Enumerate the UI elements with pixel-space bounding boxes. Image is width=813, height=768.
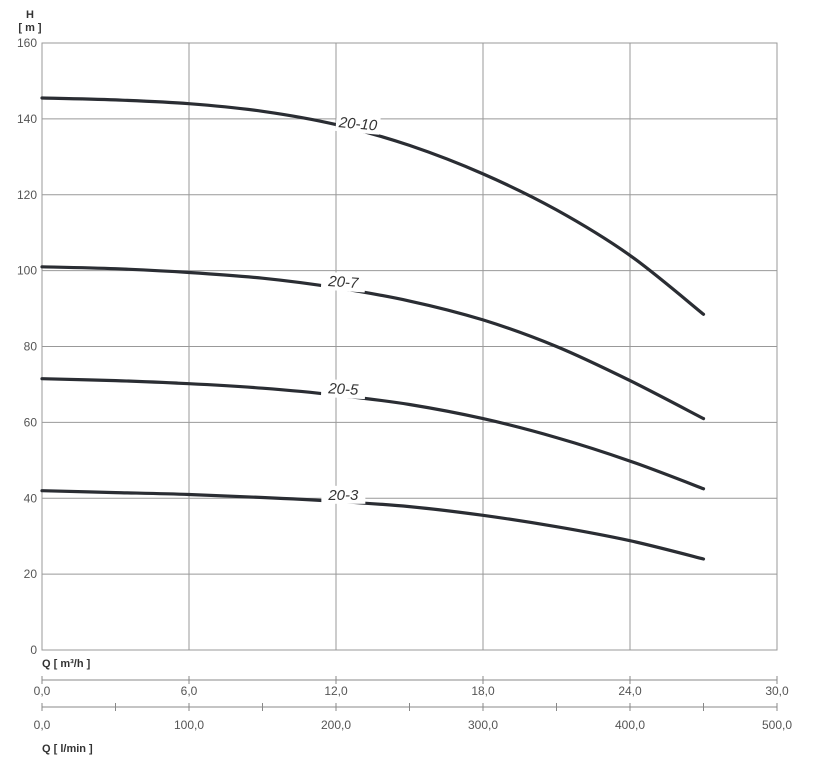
curve-20-5	[40, 377, 706, 491]
y-tick-label: 0	[30, 643, 37, 657]
x-tick-label-m3h: 12,0	[324, 684, 348, 698]
curve-label-bg	[320, 271, 366, 293]
curve-label-bg	[321, 485, 366, 504]
curve-label-20-5: 20-5	[327, 380, 360, 399]
x-axis-title-m3h: Q [ m³/h ]	[42, 658, 91, 670]
x-tick-label-lmin: 100,0	[174, 718, 204, 732]
curve-20-3	[40, 489, 706, 561]
y-tick-label: 160	[17, 36, 37, 50]
x-axis-title-lmin: Q [ l/min ]	[42, 743, 93, 755]
curve-label-bg	[335, 112, 381, 135]
x-tick-label-m3h: 24,0	[618, 684, 642, 698]
x-tick-label-lmin: 200,0	[321, 718, 351, 732]
curves	[40, 96, 706, 561]
y-tick-label: 80	[24, 340, 38, 354]
curve-label-20-7: 20-7	[327, 273, 360, 292]
curve-labels: 20-10 20-7 20-5 20-3	[320, 112, 381, 504]
curve-label-20-10: 20-10	[337, 114, 378, 134]
x-tick-label-lmin: 500,0	[762, 718, 792, 732]
x-tick-label-m3h: 18,0	[471, 684, 495, 698]
x-tick-label-lmin: 300,0	[468, 718, 498, 732]
y-tick-label: 100	[17, 264, 37, 278]
x-tick-labels-lmin: 0,0 100,0 200,0 300,0 400,0 500,0	[34, 703, 792, 732]
grid	[42, 43, 777, 650]
curve-label-bg	[320, 378, 366, 400]
y-axis-title-line2: [ m ]	[18, 22, 42, 34]
x-tick-label-lmin: 400,0	[615, 718, 645, 732]
y-tick-label: 60	[24, 415, 38, 429]
x-tick-label-m3h: 0,0	[34, 684, 51, 698]
plot-frame	[41, 42, 778, 651]
y-axis-title-line1: H	[26, 9, 34, 21]
x-tick-label-m3h: 6,0	[181, 684, 198, 698]
y-tick-label: 20	[24, 567, 38, 581]
curve-20-7	[40, 265, 706, 421]
y-tick-label: 140	[17, 112, 37, 126]
y-tick-labels: 0 20 40 60 80 100 120 140 160	[17, 36, 37, 657]
x-tick-labels-m3h: 0,0 6,0 12,0 18,0 24,0 30,0	[34, 676, 789, 698]
x-tick-label-m3h: 30,0	[765, 684, 789, 698]
y-tick-label: 40	[24, 491, 38, 505]
curve-label-20-3: 20-3	[327, 487, 359, 504]
curve-20-10	[40, 96, 706, 316]
x-tick-label-lmin: 0,0	[34, 718, 51, 732]
y-tick-label: 120	[17, 188, 37, 202]
